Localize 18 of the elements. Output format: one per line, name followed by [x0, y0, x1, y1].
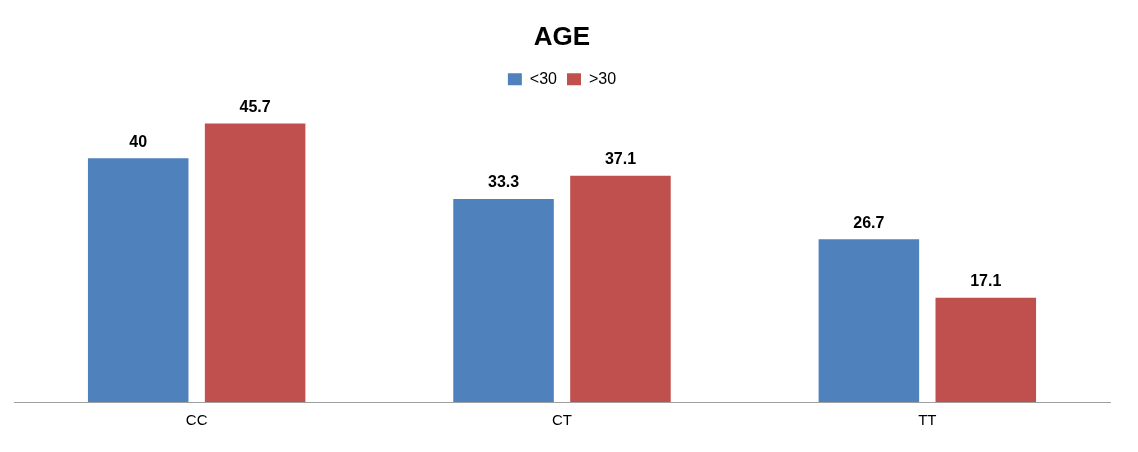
- x-tick-label: CT: [552, 411, 572, 429]
- data-label: 45.7: [239, 97, 271, 115]
- legend-label: <30: [529, 69, 558, 87]
- chart-title: AGE: [533, 20, 591, 51]
- legend-label: >30: [589, 69, 617, 87]
- bar: [453, 199, 554, 402]
- data-label: 37.1: [604, 150, 637, 168]
- data-label: 26.7: [853, 213, 885, 231]
- bar: [935, 297, 1037, 402]
- data-label: 17.1: [970, 272, 1002, 290]
- data-label: 40: [129, 132, 148, 150]
- bar: [818, 239, 920, 402]
- bar: [87, 158, 189, 402]
- x-tick-label: TT: [918, 411, 937, 429]
- data-label: 33.3: [487, 173, 520, 191]
- bar: [570, 175, 671, 402]
- bar: [204, 123, 306, 402]
- x-tick-label: CC: [185, 411, 208, 429]
